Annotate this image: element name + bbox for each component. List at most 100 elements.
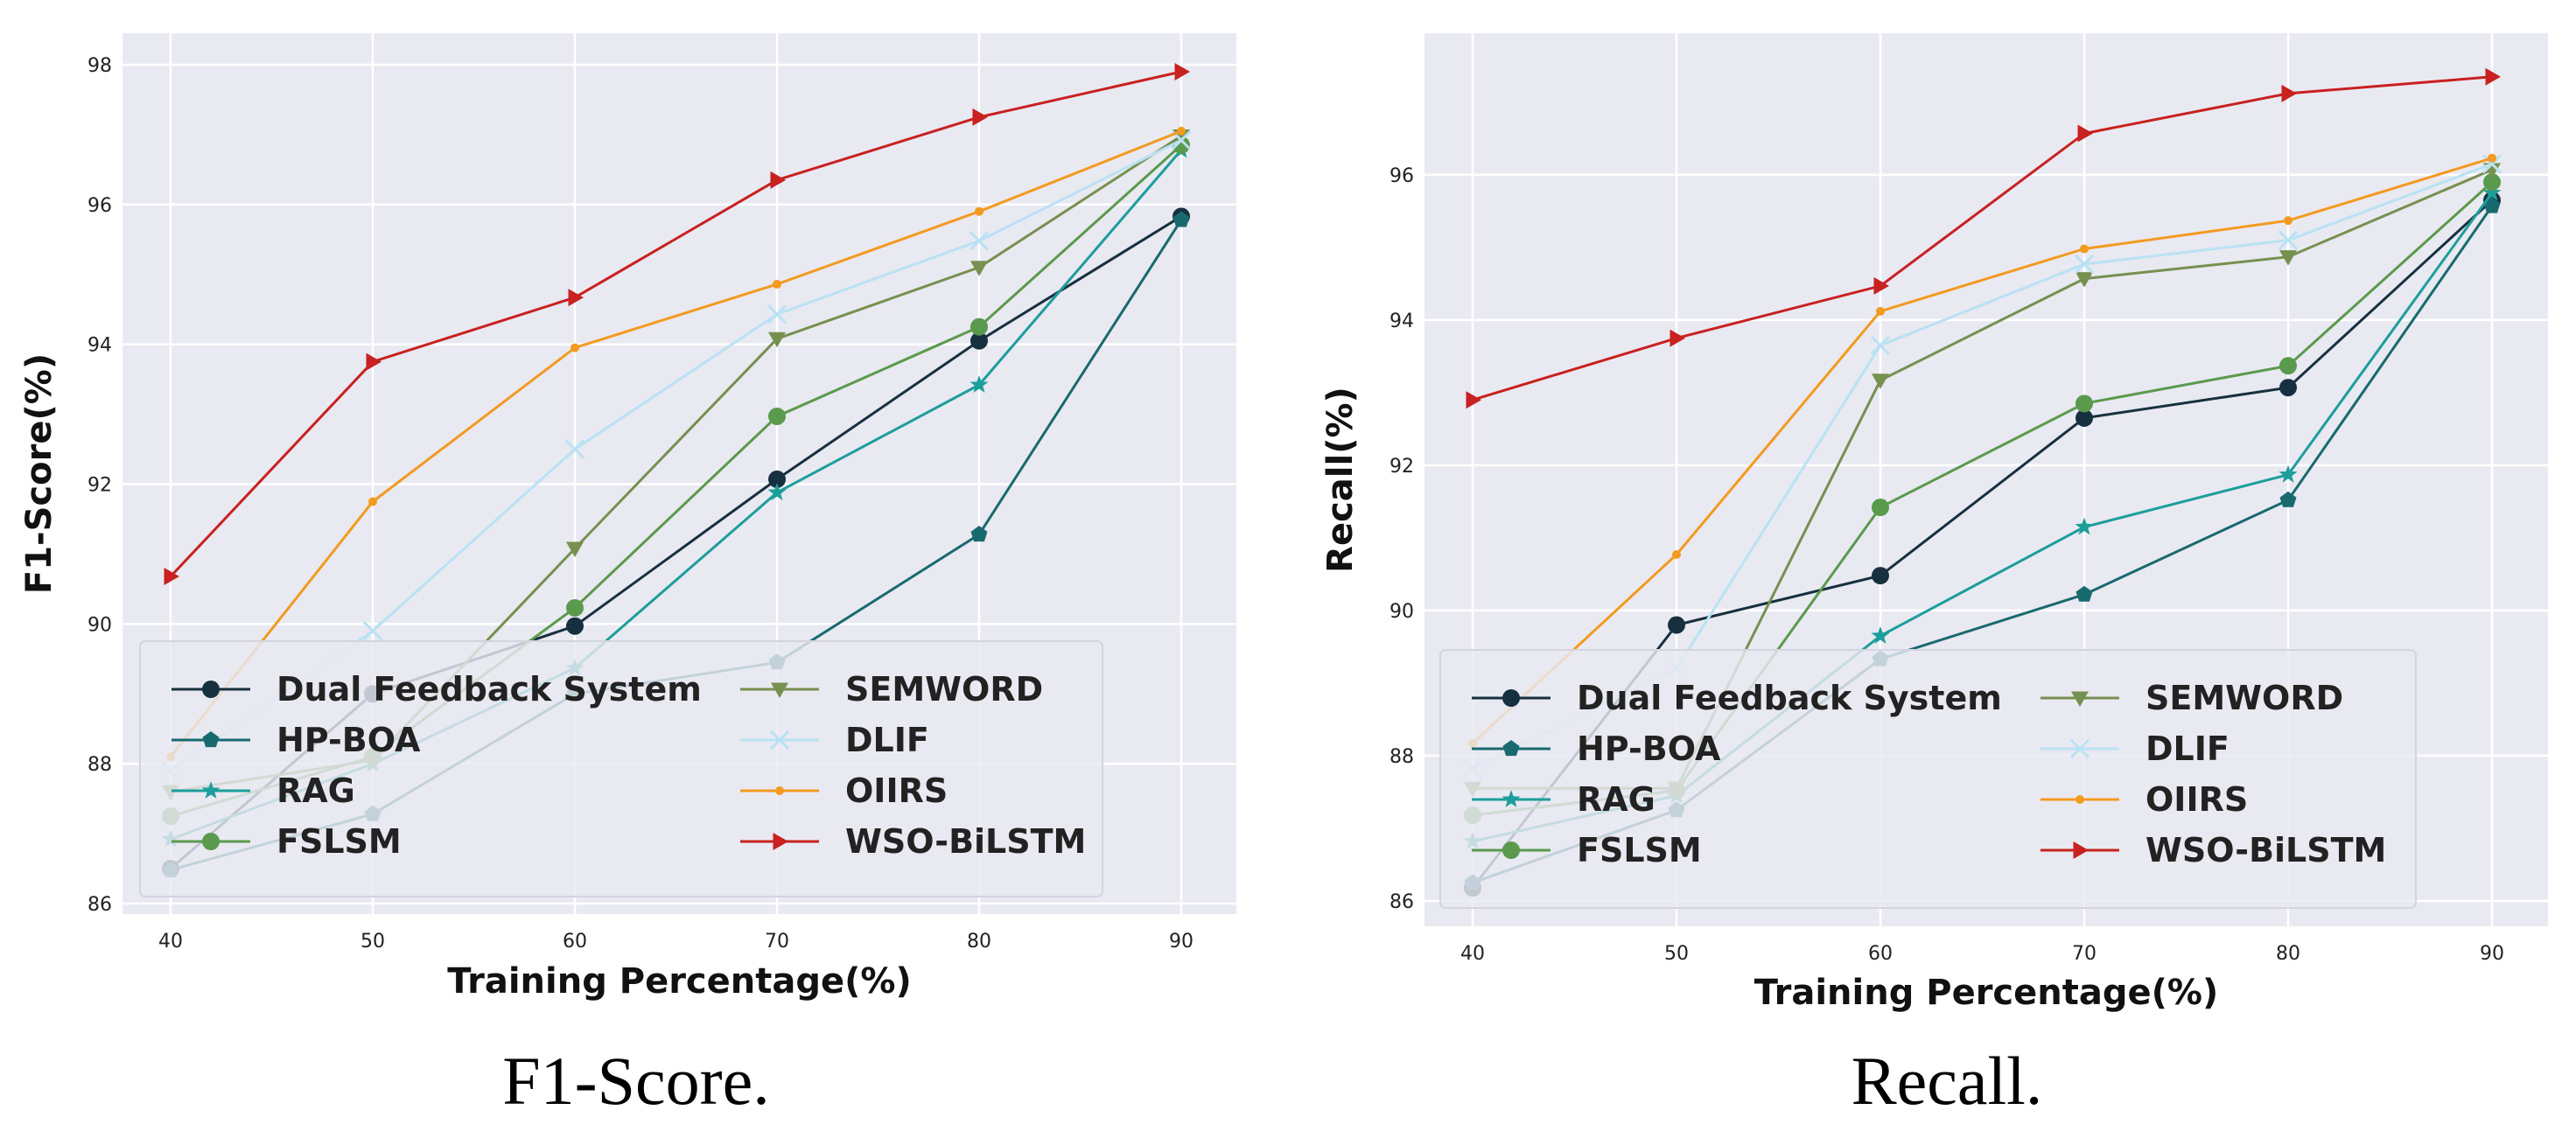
- legend-marker: [2073, 841, 2089, 859]
- data-point: [2278, 464, 2298, 483]
- legend-label: OIIRS: [845, 771, 948, 810]
- legend: Dual Feedback System HP-BOA RAG FSLSM SEMWOR…: [139, 640, 1103, 897]
- data-point: [1672, 549, 1681, 559]
- y-tick-label: 92: [1390, 456, 1414, 478]
- legend-label: HP-BOA: [276, 721, 421, 759]
- legend-marker: [201, 781, 220, 799]
- x-tick-label: 60: [563, 931, 587, 953]
- data-point: [2279, 250, 2297, 266]
- figure-caption: F1-Score.: [502, 1043, 769, 1119]
- data-point: [766, 304, 788, 325]
- x-tick-label: 80: [2276, 943, 2300, 965]
- data-point: [770, 171, 786, 189]
- legend-item: SEMWORD: [2040, 679, 2343, 717]
- y-tick-label: 96: [88, 195, 112, 217]
- data-point: [1177, 126, 1186, 136]
- legend-marker: [2071, 691, 2089, 707]
- legend-marker: [2069, 738, 2090, 759]
- legend-marker: [1502, 740, 1520, 757]
- data-point: [2074, 254, 2095, 275]
- legend-item: DLIF: [2040, 730, 2230, 768]
- data-point: [164, 567, 179, 585]
- legend-item: WSO-BiLSTM: [2040, 831, 2386, 869]
- data-point: [1872, 499, 1889, 517]
- legend-marker: [775, 786, 784, 795]
- legend-item: HP-BOA: [1472, 730, 1721, 768]
- legend-label: FSLSM: [276, 822, 402, 861]
- legend-marker: [1502, 689, 1520, 707]
- data-point: [566, 598, 584, 617]
- series-line: [169, 70, 1182, 578]
- legend-marker: [202, 833, 220, 850]
- data-point: [970, 318, 988, 336]
- legend-marker: [202, 681, 220, 698]
- series-wso-bilstm: [1466, 67, 2501, 409]
- legend-label: DLIF: [2146, 730, 2230, 768]
- data-point: [2483, 173, 2501, 192]
- legend-label: DLIF: [845, 721, 929, 759]
- legend-label: SEMWORD: [845, 670, 1043, 709]
- data-point: [368, 497, 377, 506]
- legend-label: RAG: [276, 771, 355, 810]
- data-point: [1670, 329, 1685, 347]
- x-tick-label: 70: [2072, 943, 2096, 965]
- legend-label: FSLSM: [1577, 831, 1702, 869]
- data-point: [2075, 517, 2094, 535]
- x-axis-label: Training Percentage(%): [1754, 973, 2219, 1013]
- y-axis-label: Recall(%): [1320, 387, 1361, 573]
- legend-item: Dual Feedback System: [1472, 679, 2002, 717]
- x-tick-label: 80: [967, 931, 991, 953]
- y-tick-label: 96: [1390, 165, 1414, 187]
- y-tick-label: 86: [1390, 891, 1414, 913]
- series-line: [1471, 157, 2493, 744]
- data-point: [1872, 374, 1889, 389]
- data-point: [362, 621, 383, 641]
- recall-chart: 40 50 60 70 80 90 86 88 90 92 94 96 Dual Feedback Sy…: [1320, 33, 2548, 1119]
- legend-label: Dual Feedback System: [1577, 679, 2002, 717]
- x-tick-label: 70: [765, 931, 789, 953]
- data-point: [2076, 408, 2093, 427]
- data-point: [2077, 124, 2093, 143]
- legend-marker: [1502, 790, 1521, 807]
- data-point: [768, 407, 786, 425]
- data-point: [1668, 616, 1685, 634]
- legend: Dual Feedback System HP-BOA RAG FSLSM SEMWOR…: [1439, 649, 2417, 909]
- data-point: [1174, 62, 1190, 80]
- series-line: [1472, 75, 2493, 401]
- x-tick-label: 40: [1460, 943, 1485, 965]
- legend-item: OIIRS: [740, 771, 948, 810]
- legend-item: WSO-BiLSTM: [740, 822, 1086, 861]
- data-point: [1872, 567, 1889, 585]
- y-tick-label: 88: [88, 754, 112, 776]
- data-point: [2076, 585, 2093, 602]
- data-point: [2278, 230, 2299, 250]
- data-point: [767, 483, 787, 500]
- data-point: [2281, 84, 2297, 102]
- legend-marker: [773, 833, 788, 850]
- legend-label: Dual Feedback System: [276, 670, 702, 709]
- y-tick-label: 94: [88, 335, 112, 357]
- y-tick-label: 90: [88, 614, 112, 636]
- data-point: [2279, 357, 2297, 375]
- x-tick-label: 90: [2480, 943, 2504, 965]
- y-tick-label: 98: [88, 55, 112, 77]
- data-point: [564, 439, 585, 459]
- legend-label: WSO-BiLSTM: [2146, 831, 2386, 869]
- legend-item: FSLSM: [172, 822, 402, 861]
- x-tick-label: 40: [158, 931, 183, 953]
- data-point: [970, 526, 988, 542]
- legend-item: OIIRS: [2040, 780, 2248, 819]
- legend-marker: [2076, 795, 2084, 804]
- data-point: [2482, 183, 2502, 201]
- data-point: [970, 375, 989, 393]
- data-point: [2284, 216, 2292, 226]
- data-point: [1873, 276, 1889, 295]
- data-point: [773, 279, 781, 289]
- y-tick-label: 86: [88, 894, 112, 916]
- legend-item: FSLSM: [1472, 831, 1702, 869]
- data-point: [1876, 306, 1885, 316]
- y-tick-label: 90: [1390, 601, 1414, 623]
- data-point: [2488, 153, 2496, 163]
- data-point: [2483, 197, 2501, 213]
- series-wso-bilstm: [164, 62, 1190, 585]
